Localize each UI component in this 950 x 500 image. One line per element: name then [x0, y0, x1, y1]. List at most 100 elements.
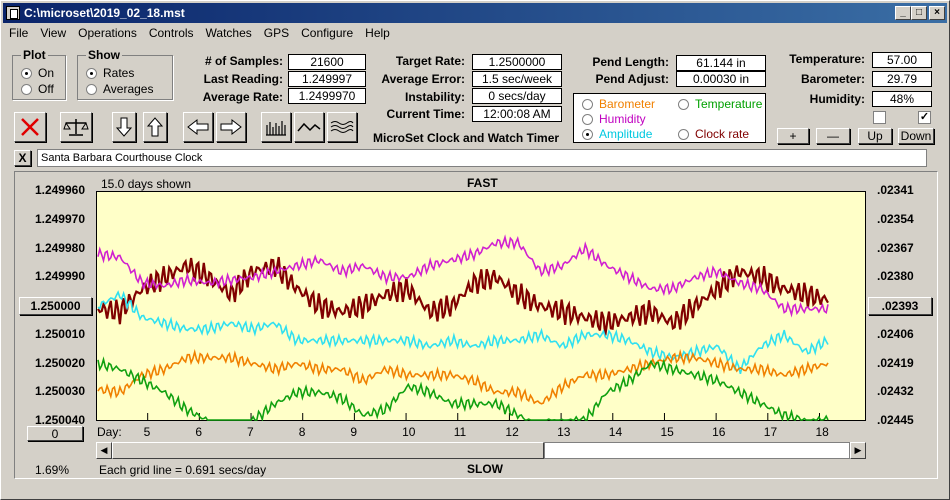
humidity-radio[interactable]: Humidity: [582, 112, 646, 126]
clear-clock-button[interactable]: X: [14, 150, 31, 166]
right-arrow-button[interactable]: [216, 112, 246, 142]
zero-button[interactable]: 0: [27, 426, 83, 441]
day-tick-label: 14: [608, 425, 623, 439]
left-axis-tick: 1.249980: [34, 240, 85, 255]
clock-rate-radio[interactable]: Clock rate: [678, 127, 749, 141]
radio-dot-icon: [678, 128, 689, 140]
center-left-button[interactable]: 1.250000: [19, 297, 92, 315]
down-arrow-button[interactable]: [112, 112, 136, 142]
day-tick-label: 7: [247, 425, 254, 439]
clock-name-field[interactable]: Santa Barbara Courthouse Clock: [37, 149, 927, 167]
center-right-button[interactable]: .02393: [868, 297, 932, 315]
instability-value: 0 secs/day: [472, 88, 562, 104]
series-line-0: [97, 256, 829, 336]
right-axis-tick: .02354: [877, 211, 914, 226]
bars-view-button[interactable]: [261, 112, 291, 142]
right-axis-tick: .02445: [877, 413, 914, 427]
average-rate-label: Average Rate:: [202, 90, 283, 104]
current-time-label: Current Time:: [386, 107, 465, 121]
average-rate-value: 1.2499970: [288, 88, 366, 104]
fast-label: FAST: [467, 176, 498, 190]
sensor-checkbox-1[interactable]: [873, 111, 886, 124]
horizontal-scrollbar[interactable]: ◀ ▶: [96, 442, 866, 459]
balance-button[interactable]: [60, 112, 92, 142]
menu-view[interactable]: View: [40, 26, 67, 40]
stop-button[interactable]: [14, 112, 46, 142]
show-group-title: Show: [86, 48, 122, 62]
left-axis-tick: 1.249990: [34, 269, 85, 284]
close-icon[interactable]: ×: [929, 6, 945, 20]
day-tick-label: 11: [453, 425, 467, 439]
scrollbar-thumb[interactable]: [544, 442, 850, 459]
barometer-radio[interactable]: Barometer: [582, 97, 655, 111]
left-arrow-button[interactable]: [183, 112, 213, 142]
day-tick-label: 5: [143, 425, 151, 439]
show-averages-label: Averages: [103, 82, 154, 96]
barometer-radio-label: Barometer: [599, 97, 656, 111]
show-rates-radio[interactable]: Rates: [86, 66, 134, 80]
radio-dot-icon: [86, 67, 97, 79]
menu-help[interactable]: Help: [365, 26, 390, 40]
target-rate-label: Target Rate:: [395, 54, 465, 68]
sensor-checkbox-2[interactable]: ✓: [918, 111, 931, 124]
humidity-radio-label: Humidity: [599, 112, 646, 126]
show-rates-label: Rates: [103, 66, 135, 80]
right-axis-tick: .02432: [877, 384, 914, 399]
plot-on-radio[interactable]: On: [21, 66, 54, 80]
down-button[interactable]: Down: [898, 128, 934, 144]
radio-dot-icon: [582, 113, 593, 125]
menu-file[interactable]: File: [9, 26, 29, 40]
wave-view-button[interactable]: [294, 112, 324, 142]
last-reading-value: 1.249997: [288, 71, 366, 87]
day-tick-label: 16: [712, 425, 726, 439]
minimize-icon[interactable]: _: [895, 6, 911, 20]
window-title: C:\microset\2019_02_18.mst: [24, 6, 185, 20]
temperature-radio-label: Temperature: [695, 97, 763, 111]
menu-configure[interactable]: Configure: [301, 26, 354, 40]
barometer-label: Barometer:: [800, 72, 865, 86]
red-x-icon: [21, 118, 39, 136]
bar-chart-icon: [266, 121, 286, 136]
plot-off-radio[interactable]: Off: [21, 82, 54, 96]
right-axis-tick: .02406: [877, 326, 914, 341]
scroll-left-icon[interactable]: ◀: [96, 442, 112, 459]
left-axis-tick: 1.249960: [34, 183, 85, 197]
scrollbar-left-track[interactable]: [112, 442, 544, 459]
last-reading-label: Last Reading:: [203, 72, 283, 86]
up-arrow-button[interactable]: [143, 112, 167, 142]
radio-dot-icon: [678, 98, 689, 110]
menu-controls[interactable]: Controls: [148, 26, 194, 40]
arrow-down-icon: [116, 117, 132, 137]
day-tick-label: 18: [815, 425, 829, 439]
amplitude-radio[interactable]: Amplitude: [582, 127, 652, 141]
menu-operations[interactable]: Operations: [78, 26, 137, 40]
temperature-radio[interactable]: Temperature: [678, 97, 762, 111]
up-button[interactable]: Up: [858, 128, 892, 144]
multi-wave-view-button[interactable]: [327, 112, 357, 142]
maximize-icon[interactable]: □: [911, 6, 927, 20]
pend-length-label: Pend Length:: [592, 55, 669, 69]
days-shown-label: 15.0 days shown: [101, 177, 192, 191]
right-axis-tick: .02367: [877, 240, 914, 255]
show-averages-radio[interactable]: Averages: [86, 82, 153, 96]
scroll-right-icon[interactable]: ▶: [850, 442, 866, 459]
percent-label: 1.69%: [35, 463, 70, 477]
app-icon[interactable]: [6, 6, 20, 20]
menu-bar: File View Operations Controls Watches GP…: [3, 24, 947, 42]
day-tick-label: 15: [660, 425, 674, 439]
show-group: Show Rates Averages: [77, 48, 173, 100]
humidity-value: 48%: [872, 91, 932, 107]
chart-background: [96, 191, 866, 421]
menu-watches[interactable]: Watches: [205, 26, 252, 40]
plus-button[interactable]: +: [777, 128, 809, 144]
samples-label: # of Samples:: [204, 54, 283, 68]
menu-gps[interactable]: GPS: [263, 26, 290, 40]
instability-label: Instability:: [404, 90, 465, 104]
day-tick-label: 9: [350, 425, 358, 439]
day-tick-label: 12: [505, 425, 519, 439]
temperature-value: 57.00: [872, 52, 932, 68]
samples-value: 21600: [288, 54, 366, 70]
app-name-label: MicroSet Clock and Watch Timer: [373, 131, 560, 145]
grid-note-label: Each grid line = 0.691 secs/day: [99, 463, 267, 477]
minus-button[interactable]: —: [816, 128, 850, 144]
